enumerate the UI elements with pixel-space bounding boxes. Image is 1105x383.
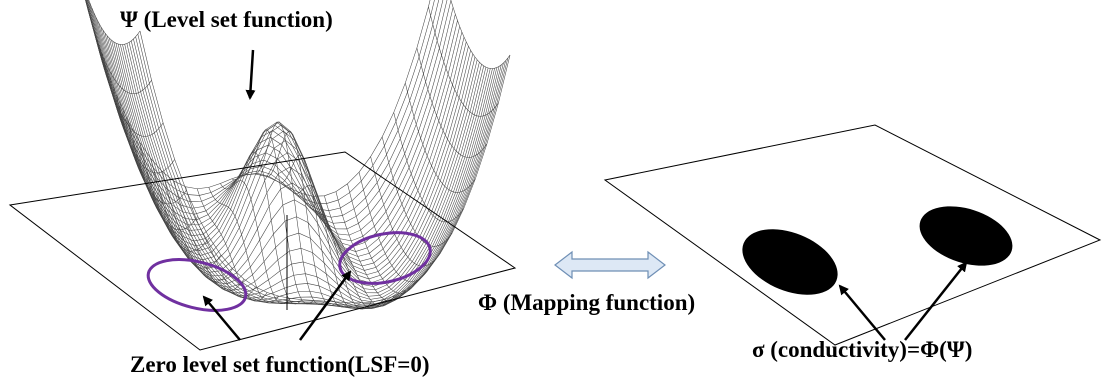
arrow <box>840 286 885 340</box>
arrow <box>250 50 253 98</box>
mesh-line <box>112 40 482 293</box>
mesh-line <box>88 0 458 246</box>
arrow <box>204 297 240 340</box>
mesh-line <box>131 41 501 309</box>
sigma-label: σ (conductivity)=Φ(Ψ) <box>752 337 972 362</box>
zero-contour-left <box>143 251 251 320</box>
inclusion-left <box>733 216 847 307</box>
arrow <box>905 263 966 340</box>
mesh-line <box>120 44 490 303</box>
psi-label: Ψ (Level set function) <box>120 7 333 32</box>
mesh-line <box>92 8 462 257</box>
zero-plane-left <box>10 152 515 350</box>
mesh-line <box>129 42 499 308</box>
mesh-line <box>94 13 464 261</box>
mesh-line <box>96 18 466 266</box>
mapping-label: Φ (Mapping function) <box>478 290 695 315</box>
mesh-line <box>428 7 498 117</box>
mesh-line <box>417 48 487 158</box>
zero-level-label: Zero level set function(LSF=0) <box>130 352 430 377</box>
mesh-line <box>136 37 506 307</box>
mesh-line <box>138 34 508 305</box>
mesh-line <box>133 39 503 308</box>
double-arrow <box>555 252 665 278</box>
mesh-line <box>127 43 497 308</box>
diagram: Ψ (Level set function) Zero level set fu… <box>0 0 1105 383</box>
mesh-line <box>79 0 449 223</box>
mesh-line <box>220 181 290 304</box>
level-set-mesh <box>70 0 510 309</box>
